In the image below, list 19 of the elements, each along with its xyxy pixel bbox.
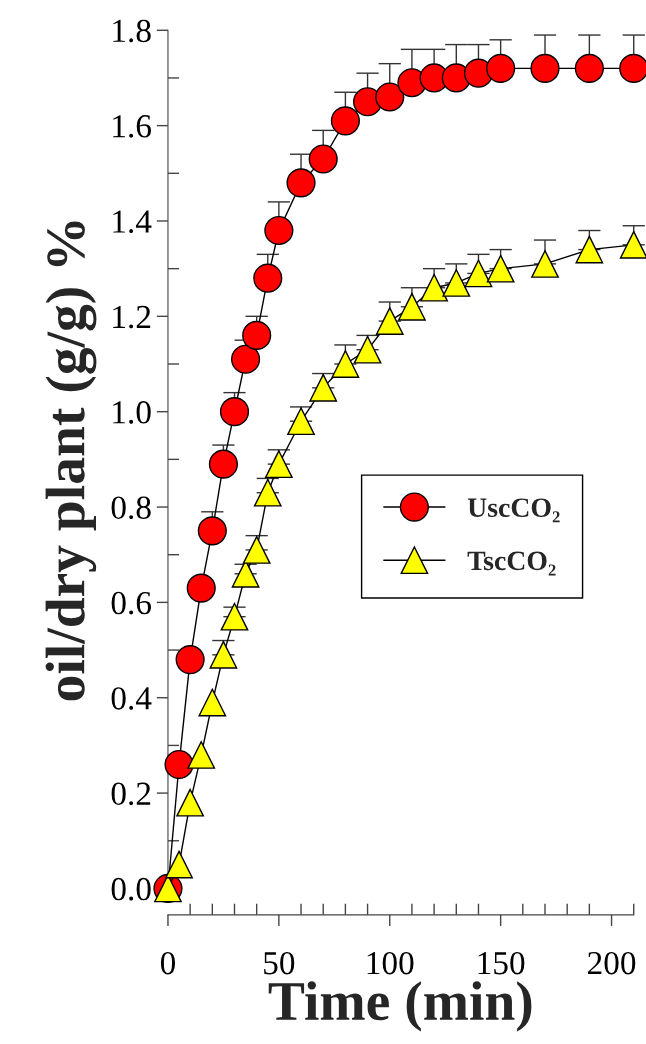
x-tick-label: 100: [367, 951, 414, 975]
y-tick-label: 1.6: [113, 115, 151, 138]
x-tick-label: 0: [160, 951, 176, 975]
legend-label: TscCO₂: [467, 551, 556, 576]
x-axis-title: Time (min): [268, 981, 532, 1032]
y-tick-label: 1.4: [113, 210, 152, 234]
y-tick-label: 1.8: [113, 19, 151, 43]
y-tick-label: 1.0: [113, 401, 151, 424]
y-tick-label: 0.0: [111, 877, 151, 901]
x-tick-label: 200: [588, 951, 636, 975]
y-tick-label: 0.2: [111, 782, 151, 806]
x-tick-label: 50: [264, 951, 295, 975]
y-tick-label: 1.2: [113, 305, 151, 329]
y-tick-label: 0.6: [111, 591, 151, 615]
y-tick-label: 0.8: [111, 496, 151, 520]
y-tick-label: 0.4: [111, 687, 152, 710]
y-axis-title: oil/dry plant (g/g) %: [45, 221, 97, 701]
legend-label: UscCO₂: [467, 498, 560, 523]
x-tick-label: 150: [478, 951, 525, 975]
